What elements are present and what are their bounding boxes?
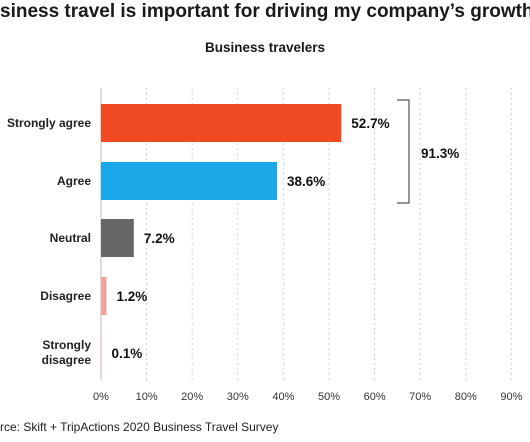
x-tick-label: 20% — [181, 391, 203, 403]
value-label: 38.6% — [287, 174, 325, 189]
category-label: Neutral — [50, 231, 91, 245]
x-tick-label: 50% — [318, 391, 340, 403]
x-tick-label: 60% — [364, 391, 386, 403]
annotation-label: 91.3% — [421, 146, 459, 161]
category-label: Strongly agree — [7, 116, 91, 130]
x-tick-label: 0% — [93, 391, 109, 403]
source-note: rce: Skift + TripActions 2020 Business T… — [0, 420, 279, 434]
chart-subtitle: Business travelers — [204, 40, 326, 55]
x-tick-label: 80% — [455, 391, 477, 403]
value-label: 7.2% — [144, 231, 175, 246]
x-tick-label: 40% — [272, 391, 294, 403]
category-label: Disagree — [40, 289, 91, 303]
value-label: 1.2% — [116, 289, 147, 304]
bar — [101, 162, 278, 200]
x-tick-label: 70% — [409, 391, 431, 403]
bar — [101, 219, 134, 257]
category-label: Agree — [57, 174, 91, 188]
chart-title: siness travel is important for driving m… — [0, 1, 530, 22]
bar — [101, 277, 107, 315]
value-label: 0.1% — [111, 346, 142, 361]
value-label: 52.7% — [351, 116, 389, 131]
x-tick-label: 10% — [136, 391, 158, 403]
bar — [101, 334, 102, 372]
bar — [101, 104, 342, 142]
x-tick-label: 90% — [500, 391, 522, 403]
category-label: Strongly disagree — [42, 338, 92, 367]
x-tick-label: 30% — [227, 391, 249, 403]
bracket — [397, 99, 410, 204]
